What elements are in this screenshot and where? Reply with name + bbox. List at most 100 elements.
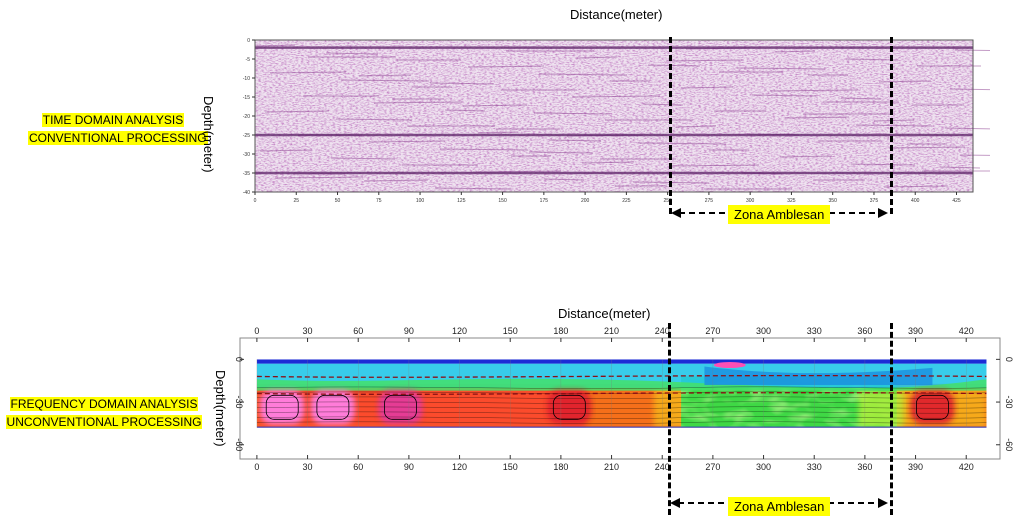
seismic-event <box>576 56 618 59</box>
y-tick-label-5: -25 <box>243 133 250 139</box>
seismic-event <box>949 88 990 91</box>
seismic-event <box>254 44 296 47</box>
x-top-label-14: 420 <box>959 326 974 336</box>
horizon-0 <box>256 374 987 378</box>
x-bottom-label-0: 0 <box>254 462 259 472</box>
horizon-1 <box>256 392 987 395</box>
seismic-event <box>736 67 826 70</box>
seismic-event <box>769 89 859 92</box>
x-bottom-label-14: 420 <box>959 462 974 472</box>
seismic-event <box>680 86 734 89</box>
seismic-event <box>840 97 882 100</box>
x-tick-label-11: 275 <box>705 198 714 204</box>
seismic-event <box>878 80 932 83</box>
x-top-label-12: 360 <box>857 326 872 336</box>
freq-domain-label-line2: UNCONVENTIONAL PROCESSING <box>5 415 203 429</box>
contour-line-6 <box>256 416 987 419</box>
x-tick-label-4: 100 <box>416 198 425 204</box>
x-tick-label-3: 75 <box>376 198 382 204</box>
seismic-event <box>358 74 412 77</box>
x-tick-label-8: 200 <box>581 198 590 204</box>
seismic-event <box>429 82 495 85</box>
anomaly-contour-1 <box>316 394 350 420</box>
x-tick-label-1: 25 <box>293 198 299 204</box>
y-tick-label-4: -20 <box>243 114 250 120</box>
y-tick-label-2: -10 <box>243 76 250 82</box>
x-bottom-label-3: 90 <box>404 462 414 472</box>
seismic-event <box>581 161 635 164</box>
seismic-event <box>528 151 594 154</box>
seismic-event <box>548 139 602 142</box>
x-tick-label-12: 300 <box>746 198 755 204</box>
seismic-event <box>954 49 990 51</box>
seismic-event <box>751 94 817 97</box>
x-bottom-label-4: 120 <box>452 462 467 472</box>
x-bottom-label-9: 270 <box>705 462 720 472</box>
seismic-event <box>439 148 529 151</box>
y-tick-label-0: 0 <box>247 38 250 44</box>
x-bottom-label-13: 390 <box>908 462 923 472</box>
x-bottom-label-6: 180 <box>553 462 568 472</box>
time-domain-chart: 0 25 50 75 100 125 150 175 200 225 250 275 300 325 350… <box>243 38 990 204</box>
x-top-label-13: 390 <box>908 326 923 336</box>
x-bottom-label-7: 210 <box>604 462 619 472</box>
x-top-label-8: 240 <box>655 326 670 336</box>
seismic-event <box>888 146 966 149</box>
anomaly-1 <box>310 390 355 425</box>
seismic-event <box>538 73 628 76</box>
x-top-label-0: 0 <box>254 326 259 336</box>
top-layer <box>256 359 987 364</box>
x-top-label-5: 150 <box>503 326 518 336</box>
seismic-event <box>269 71 347 74</box>
time-domain-label: TIME DOMAIN ANALYSIS CONVENTIONAL PROCES… <box>28 111 208 147</box>
contour-line-2 <box>256 396 987 399</box>
y-tick-label-1: -5 <box>246 57 251 63</box>
x-tick-label-0: 0 <box>254 198 257 204</box>
contour-line-1 <box>256 391 987 394</box>
seismic-event <box>845 58 899 61</box>
y-left-label-1: -30 <box>234 396 244 409</box>
x-tick-label-13: 325 <box>787 198 796 204</box>
y-tick-label-8: -40 <box>243 190 250 196</box>
seismic-event <box>444 109 486 112</box>
x-tick-label-7: 175 <box>540 198 549 204</box>
seismic-event <box>959 154 990 156</box>
seismic-event <box>368 140 446 143</box>
anomaly-3 <box>547 390 592 425</box>
time-zone-bracket <box>669 37 893 214</box>
seismic-event <box>571 95 661 98</box>
contour-line-3 <box>256 401 987 404</box>
time-domain-label-line1: TIME DOMAIN ANALYSIS <box>41 113 185 127</box>
seismic-event <box>647 64 701 67</box>
x-tick-label-14: 350 <box>829 198 838 204</box>
freq-domain-label: FREQUENCY DOMAIN ANALYSIS UNCONVENTIONAL… <box>4 395 204 431</box>
middle-green-band <box>256 378 987 391</box>
contour-line-4 <box>256 406 987 409</box>
seismic-event <box>330 157 396 160</box>
freq-x-axis-title: Distance(meter) <box>558 306 651 321</box>
top-pink-lens <box>713 362 746 369</box>
y-left-label-2: -60 <box>234 438 244 451</box>
seismic-event <box>373 101 463 104</box>
seismic-event <box>477 131 519 134</box>
x-bottom-label-5: 150 <box>503 462 518 472</box>
time-y-axis-title: Depth(meter) <box>201 96 216 173</box>
x-bottom-label-2: 60 <box>353 462 363 472</box>
x-tick-label-9: 225 <box>622 198 631 204</box>
x-bottom-label-12: 360 <box>857 462 872 472</box>
seismic-event <box>462 104 528 107</box>
seismic-event <box>855 124 933 127</box>
x-top-label-7: 210 <box>604 326 619 336</box>
x-tick-label-17: 425 <box>952 198 961 204</box>
seismic-event <box>873 119 915 122</box>
contour-line-5 <box>256 411 987 414</box>
amblesan-edge-zone <box>858 390 904 428</box>
y-tick-label-6: -30 <box>243 152 250 158</box>
x-top-label-10: 300 <box>756 326 771 336</box>
x-tick-label-10: 250 <box>663 198 672 204</box>
x-top-label-6: 180 <box>553 326 568 336</box>
x-top-label-3: 90 <box>404 326 414 336</box>
freq-body <box>256 359 987 428</box>
x-top-label-11: 330 <box>807 326 822 336</box>
seismic-event <box>779 155 833 158</box>
